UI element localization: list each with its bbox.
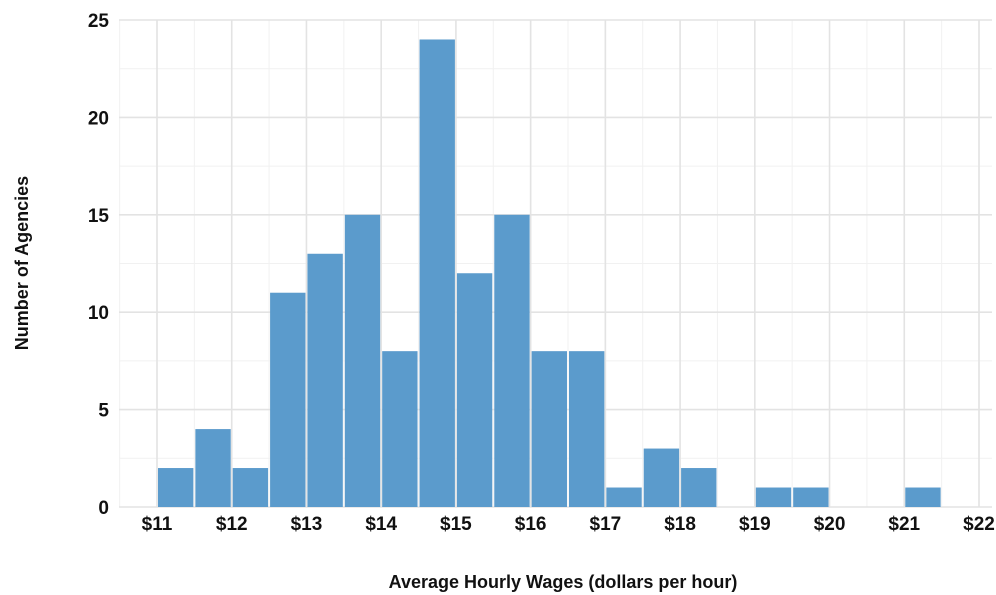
histogram-bar xyxy=(569,351,605,507)
histogram-bar xyxy=(643,448,680,507)
x-axis-title: Average Hourly Wages (dollars per hour) xyxy=(389,572,738,592)
histogram-bar xyxy=(494,214,530,508)
y-tick-label: 25 xyxy=(88,11,110,32)
histogram-bar xyxy=(419,39,455,507)
histogram-bar xyxy=(681,468,717,507)
y-tick-labels: 0 5 10 15 20 25 xyxy=(88,11,110,519)
histogram-bar xyxy=(344,214,381,508)
x-tick-labels: $11 $12 $13 $14 $15 $16 $17 $18 $19 $20 $21 $22 xyxy=(142,514,995,535)
x-tick-label: $18 xyxy=(664,514,696,535)
x-tick-label: $21 xyxy=(888,514,920,535)
y-tick-label: 20 xyxy=(88,108,109,129)
x-tick-label: $14 xyxy=(365,514,397,535)
histogram-bar xyxy=(195,429,231,507)
x-tick-label: $15 xyxy=(440,514,472,535)
histogram-bar xyxy=(232,468,269,507)
y-tick-label: 15 xyxy=(88,206,110,227)
y-tick-label: 10 xyxy=(88,303,109,324)
histogram-bar xyxy=(606,487,642,507)
y-axis-title: Number of Agencies xyxy=(12,176,32,350)
histogram-bar xyxy=(158,468,194,507)
x-tick-label: $17 xyxy=(590,514,622,535)
histogram-bar xyxy=(307,253,343,507)
histogram-bar xyxy=(905,487,941,507)
y-tick-label: 5 xyxy=(98,401,109,422)
histogram-bar xyxy=(793,487,829,507)
x-tick-label: $19 xyxy=(739,514,771,535)
histogram-bar xyxy=(382,351,418,507)
x-tick-label: $12 xyxy=(216,514,248,535)
x-tick-label: $20 xyxy=(814,514,846,535)
histogram-bar xyxy=(755,487,792,507)
x-tick-label: $13 xyxy=(291,514,323,535)
histogram-bar xyxy=(531,351,567,507)
x-tick-label: $11 xyxy=(142,514,173,535)
y-tick-label: 0 xyxy=(98,498,109,519)
x-tick-label: $22 xyxy=(963,514,995,535)
histogram-bar xyxy=(456,273,493,507)
histogram-bars xyxy=(158,39,941,508)
x-tick-label: $16 xyxy=(515,514,547,535)
histogram-bar xyxy=(270,292,306,507)
